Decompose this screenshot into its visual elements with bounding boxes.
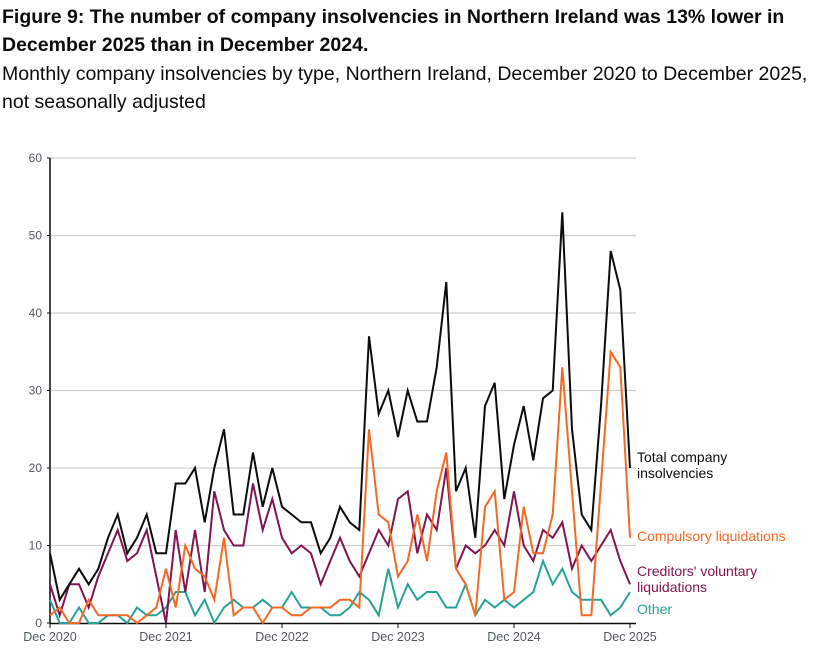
chart-title: Figure 9: The number of company insolven… — [2, 6, 785, 56]
x-tick-label: Dec 2025 — [603, 630, 657, 644]
y-tick-label: 30 — [29, 384, 43, 398]
y-tick-label: 10 — [29, 539, 43, 553]
y-tick-label: 0 — [35, 616, 42, 630]
y-tick-label: 20 — [29, 461, 43, 475]
x-tick-label: Dec 2020 — [23, 630, 77, 644]
y-tick-label: 60 — [29, 151, 43, 165]
x-tick-label: Dec 2021 — [139, 630, 193, 644]
series-label-2: Creditors' voluntary liquidations — [637, 563, 757, 595]
series-line-1 — [49, 348, 631, 625]
x-tick-label: Dec 2024 — [487, 630, 541, 644]
y-tick-label: 40 — [29, 306, 43, 320]
series-label-1: Compulsory liquidations — [637, 528, 786, 544]
y-tick-label: 50 — [29, 229, 43, 243]
series-line-0 — [49, 212, 631, 603]
series-label-3: Other — [637, 601, 672, 617]
chart-subtitle: Monthly company insolvencies by type, No… — [2, 63, 808, 113]
series-line-3 — [49, 558, 631, 626]
series-label-0: Total company insolvencies — [637, 449, 727, 481]
series-line-2 — [49, 467, 631, 624]
x-tick-label: Dec 2022 — [255, 630, 309, 644]
x-tick-label: Dec 2023 — [371, 630, 425, 644]
